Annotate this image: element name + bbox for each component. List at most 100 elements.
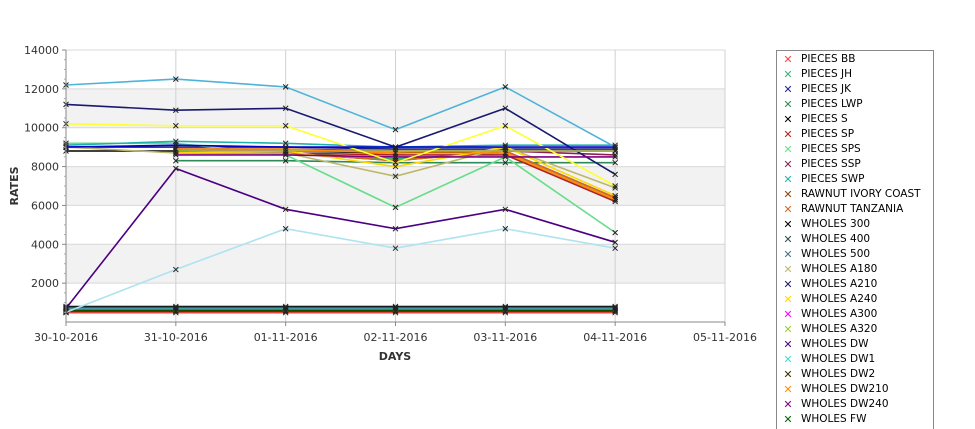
data-point xyxy=(392,173,399,180)
legend-marker-icon: ✕ xyxy=(783,308,793,321)
legend-label: WHOLES DW xyxy=(801,338,869,350)
legend-marker-icon: ✕ xyxy=(783,398,793,411)
data-point xyxy=(172,157,179,164)
legend-label: RAWNUT IVORY COAST xyxy=(801,188,921,200)
legend-label: WHOLES FW xyxy=(801,413,867,425)
data-point xyxy=(612,229,619,236)
data-point xyxy=(282,122,289,129)
legend-label: PIECES LWP xyxy=(801,98,863,110)
series-line xyxy=(65,140,616,148)
data-point xyxy=(172,266,179,273)
data-point xyxy=(392,126,399,133)
y-tick-label: 8000 xyxy=(31,161,59,174)
legend-label: WHOLES DW2 xyxy=(801,368,876,380)
legend-label: WHOLES 300 xyxy=(801,218,871,230)
data-point xyxy=(502,225,509,232)
series-line xyxy=(65,103,616,175)
x-tick-label: 30-10-2016 xyxy=(34,331,98,344)
y-tick-label: 10000 xyxy=(24,122,59,135)
x-tick-label: 03-11-2016 xyxy=(473,331,537,344)
data-point xyxy=(172,165,179,172)
legend-marker-icon: ✕ xyxy=(783,158,793,171)
data-point xyxy=(612,196,619,203)
legend-label: PIECES S xyxy=(801,113,848,125)
legend-label: WHOLES 400 xyxy=(801,233,871,245)
legend-marker-icon: ✕ xyxy=(783,323,793,336)
data-point xyxy=(172,107,179,114)
y-tick-label: 4000 xyxy=(31,238,59,251)
y-tick-labels: 2000 4000 6000 8000 10000 12000 14000 xyxy=(24,44,59,290)
series-line xyxy=(65,146,616,189)
legend-marker-icon: ✕ xyxy=(783,128,793,141)
legend: ✕ PIECES BB ✕ PIECES JH ✕ PIECES JK ✕ PIECES LW… xyxy=(776,50,934,429)
data-point xyxy=(392,154,399,160)
x-tick-label: 01-11-2016 xyxy=(254,331,318,344)
series-line xyxy=(65,227,616,314)
legend-marker-icon: ✕ xyxy=(783,263,793,276)
data-point xyxy=(172,122,179,129)
data-point xyxy=(282,144,289,150)
y-tick-label: 6000 xyxy=(31,199,59,212)
legend-marker-icon: ✕ xyxy=(783,368,793,381)
legend-label: WHOLES DW210 xyxy=(801,383,889,395)
series-line xyxy=(65,78,616,148)
data-point xyxy=(392,308,399,315)
legend-label: RAWNUT TANZANIA xyxy=(801,203,904,215)
legend-label: WHOLES 500 xyxy=(801,248,871,260)
data-point xyxy=(502,308,509,315)
x-tick-label: 31-10-2016 xyxy=(144,331,208,344)
data-point xyxy=(282,225,289,232)
data-point xyxy=(612,183,619,189)
legend-label: PIECES JK xyxy=(801,83,852,95)
legend-label: PIECES JH xyxy=(801,68,853,80)
series-line xyxy=(66,146,616,150)
data-point xyxy=(172,152,179,158)
data-point xyxy=(282,152,289,158)
axes xyxy=(62,49,726,326)
legend-marker-icon: ✕ xyxy=(783,248,793,261)
legend-label: PIECES SPS xyxy=(801,143,861,155)
legend-marker-icon: ✕ xyxy=(783,218,793,231)
legend-marker-icon: ✕ xyxy=(783,353,793,366)
legend-marker-icon: ✕ xyxy=(783,143,793,156)
legend-label: WHOLES A320 xyxy=(801,323,878,335)
legend-marker-icon: ✕ xyxy=(783,233,793,246)
y-axis-label: RATES xyxy=(8,166,21,205)
legend-label: WHOLES DW240 xyxy=(801,398,889,410)
data-point xyxy=(612,154,619,160)
data-point xyxy=(282,84,289,90)
series-23 xyxy=(172,152,619,160)
legend-label: PIECES BB xyxy=(801,53,856,65)
legend-label: WHOLES A240 xyxy=(801,293,878,305)
legend-label: PIECES SP xyxy=(801,128,855,140)
x-tick-label: 02-11-2016 xyxy=(364,331,428,344)
data-point xyxy=(172,142,179,149)
legend-label: WHOLES A300 xyxy=(801,308,878,320)
legend-label: WHOLES DW1 xyxy=(801,353,876,365)
legend-marker-icon: ✕ xyxy=(783,188,793,201)
legend-marker-icon: ✕ xyxy=(783,53,793,66)
data-point xyxy=(392,144,399,150)
data-point xyxy=(502,154,509,160)
data-point xyxy=(502,159,509,166)
x-tick-label: 05-11-2016 xyxy=(693,331,757,344)
series-line xyxy=(65,144,616,148)
data-point xyxy=(502,206,509,213)
legend-marker-icon: ✕ xyxy=(783,338,793,351)
legend-marker-icon: ✕ xyxy=(783,173,793,186)
data-point xyxy=(502,144,509,150)
data-point xyxy=(282,157,289,164)
y-tick-label: 2000 xyxy=(31,277,59,290)
series-22 xyxy=(172,146,619,203)
data-point xyxy=(502,84,509,90)
series-line xyxy=(66,142,616,234)
legend-marker-icon: ✕ xyxy=(783,113,793,126)
data-point xyxy=(392,245,399,252)
legend-marker-icon: ✕ xyxy=(783,293,793,306)
data-point xyxy=(392,225,399,232)
legend-label: WHOLES A210 xyxy=(801,278,878,290)
series-12 xyxy=(63,304,619,311)
data-point xyxy=(612,144,619,150)
x-tick-label: 04-11-2016 xyxy=(583,331,647,344)
